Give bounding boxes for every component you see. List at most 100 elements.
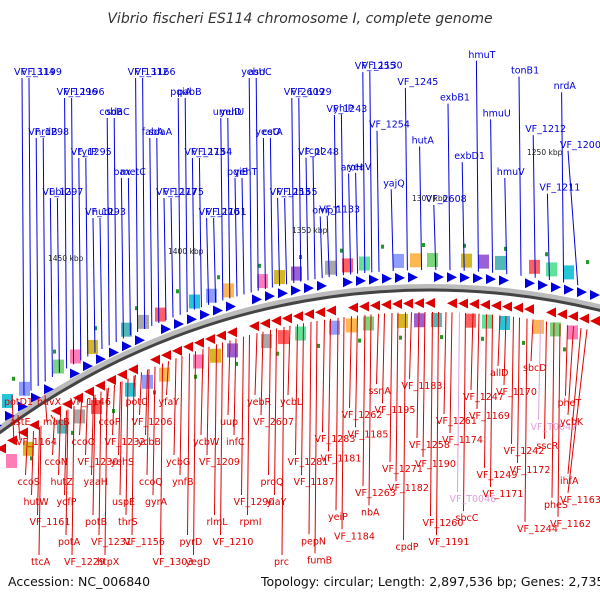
forward-gene-label[interactable]: VF_2608	[426, 194, 467, 205]
reverse-gene-label[interactable]: VF_1169	[469, 411, 510, 422]
forward-gene-label[interactable]: nrdA	[554, 81, 577, 92]
forward-gene-label[interactable]: nrdB	[35, 127, 57, 138]
reverse-gene-label[interactable]: prc	[274, 557, 289, 568]
reverse-gene-label[interactable]: uup	[220, 417, 238, 428]
forward-gene-label[interactable]: tcpI	[305, 146, 323, 157]
reverse-gene-label[interactable]: VF_2607	[253, 417, 294, 428]
reverse-gene-label[interactable]: VF_1232	[105, 437, 146, 448]
forward-gene-label[interactable]: pqiB	[227, 167, 248, 178]
reverse-gene-label[interactable]: hutZ	[51, 477, 74, 488]
forward-gene-label[interactable]: hmuT	[468, 50, 495, 61]
reverse-gene-label[interactable]: VF_1210	[213, 537, 254, 548]
forward-gene-label[interactable]: tonB1	[511, 66, 539, 77]
reverse-gene-label[interactable]: VF_1260	[423, 518, 464, 529]
reverse-gene-label[interactable]: ycbL	[280, 397, 303, 408]
forward-gene-label[interactable]: VF_1270	[199, 207, 240, 218]
forward-gene-label[interactable]: VF_1200	[560, 140, 600, 151]
reverse-gene-label[interactable]: VF_1164	[16, 437, 57, 448]
reverse-gene-label[interactable]: VF_1209	[199, 457, 240, 468]
forward-gene-label[interactable]: yehT	[234, 167, 257, 178]
reverse-gene-label[interactable]: yehS	[111, 457, 135, 468]
forward-gene-label[interactable]: VF_1155	[277, 187, 318, 198]
reverse-gene-label[interactable]: VF_1230	[78, 457, 119, 468]
forward-gene-label[interactable]: umuD	[213, 107, 242, 118]
reverse-gene-label[interactable]: yegD	[186, 557, 211, 568]
reverse-gene-label[interactable]: ccoP	[99, 417, 121, 428]
forward-gene-label[interactable]: cobB	[99, 107, 123, 118]
reverse-gene-label[interactable]: VF_1187	[294, 477, 335, 488]
reverse-gene-label[interactable]: VF_1183	[402, 381, 443, 392]
reverse-gene-label[interactable]: VF_1247	[463, 392, 504, 403]
forward-gene-label[interactable]: VF_1255	[355, 61, 396, 72]
forward-gene-label[interactable]: exbD1	[454, 151, 485, 162]
forward-gene-label[interactable]: sdaA	[149, 127, 173, 138]
reverse-gene-label[interactable]: VF_1249	[477, 470, 518, 481]
forward-gene-label[interactable]: VF_1211	[539, 183, 580, 194]
forward-gene-label[interactable]: VF_1212	[525, 124, 566, 135]
forward-gene-label[interactable]: VF_1296	[57, 87, 98, 98]
reverse-gene-label[interactable]: VF_1170	[496, 387, 537, 398]
forward-gene-label[interactable]: yeeO	[255, 127, 280, 138]
reverse-gene-label[interactable]: ycbB	[138, 437, 161, 448]
reverse-gene-label[interactable]: VF_1283	[315, 434, 356, 445]
forward-gene-label[interactable]: VF_1273	[184, 147, 225, 158]
reverse-gene-label[interactable]: VF_1303	[153, 557, 194, 568]
reverse-gene-label[interactable]: sbcD	[523, 363, 547, 374]
forward-gene-label[interactable]: VF_1297	[42, 187, 83, 198]
reverse-gene-label[interactable]: yeiP	[328, 512, 348, 523]
reverse-gene-label[interactable]: VF_1261	[436, 416, 477, 427]
reverse-gene-label[interactable]: proQ	[261, 477, 284, 488]
reverse-gene-label[interactable]: VF_1244	[517, 524, 558, 535]
reverse-gene-label[interactable]: nbA	[361, 507, 380, 518]
reverse-gene-label[interactable]: thrS	[118, 517, 138, 528]
reverse-gene-label[interactable]: gyrA	[145, 497, 168, 508]
forward-gene-label[interactable]: VF_2609	[284, 87, 325, 98]
forward-gene-label[interactable]: VF_1293	[85, 207, 126, 218]
reverse-gene-label[interactable]: VF_1172	[510, 465, 551, 476]
reverse-gene-label[interactable]: VF_1290	[234, 497, 275, 508]
reverse-gene-label[interactable]: infC	[226, 437, 245, 448]
reverse-gene-label[interactable]: VF_1258	[409, 440, 450, 451]
reverse-gene-label[interactable]: ynfB	[172, 477, 194, 488]
reverse-gene-label[interactable]: VF_1156	[124, 537, 165, 548]
forward-gene-label[interactable]: ubiG	[49, 187, 71, 198]
forward-gene-label[interactable]: VF_1151	[206, 207, 247, 218]
reverse-gene-label[interactable]: huvX	[37, 397, 62, 408]
reverse-gene-label[interactable]: potB	[85, 517, 107, 528]
reverse-gene-label[interactable]: ycbW	[193, 437, 220, 448]
forward-gene-label[interactable]: VF_1248	[298, 147, 339, 158]
forward-gene-label[interactable]: cstA	[262, 127, 283, 138]
forward-gene-label[interactable]: yehU	[220, 107, 244, 118]
reverse-gene-label[interactable]: VF_1181	[321, 453, 362, 464]
reverse-gene-label[interactable]: VF_T0046	[450, 494, 497, 505]
forward-gene-label[interactable]: VF_1154	[191, 147, 232, 158]
forward-gene-label[interactable]: bax	[113, 167, 131, 178]
reverse-gene-label[interactable]: VF_1191	[429, 537, 470, 548]
forward-gene-label[interactable]: VF_1175	[163, 187, 204, 198]
reverse-gene-label[interactable]: VF_1229	[64, 557, 105, 568]
forward-gene-label[interactable]: hutA	[412, 135, 435, 146]
forward-gene-label[interactable]: yebU	[241, 67, 265, 78]
reverse-gene-label[interactable]: VF_T0047	[531, 422, 578, 433]
forward-gene-label[interactable]: VF_1295	[71, 147, 112, 158]
reverse-gene-label[interactable]: VF_1263	[355, 488, 396, 499]
reverse-gene-label[interactable]: potD1	[4, 397, 33, 408]
reverse-gene-label[interactable]: uspE	[112, 497, 135, 508]
forward-gene-label[interactable]: VF_1254	[369, 120, 410, 131]
reverse-gene-label[interactable]: ccoO	[72, 437, 96, 448]
reverse-gene-label[interactable]: hutW	[24, 497, 50, 508]
reverse-gene-label[interactable]: VF_1190	[415, 459, 456, 470]
reverse-gene-label[interactable]: VF_1162	[550, 519, 591, 530]
forward-gene-label[interactable]: asnC	[248, 67, 272, 78]
reverse-gene-label[interactable]: VF_1184	[334, 531, 375, 542]
forward-gene-label[interactable]: metC	[120, 167, 146, 178]
reverse-gene-label[interactable]: rlmL	[207, 517, 229, 528]
forward-gene-label[interactable]: VF_1298	[28, 127, 69, 138]
forward-gene-label[interactable]: VF_1130	[362, 60, 403, 71]
reverse-gene-label[interactable]: yaaH	[84, 477, 108, 488]
forward-gene-label[interactable]: VF_1166	[135, 67, 176, 78]
reverse-gene-label[interactable]: VF_1242	[504, 446, 545, 457]
reverse-gene-label[interactable]: pheT	[558, 398, 582, 409]
reverse-gene-label[interactable]: potC	[126, 397, 149, 408]
reverse-gene-label[interactable]: VF_1206	[132, 417, 173, 428]
